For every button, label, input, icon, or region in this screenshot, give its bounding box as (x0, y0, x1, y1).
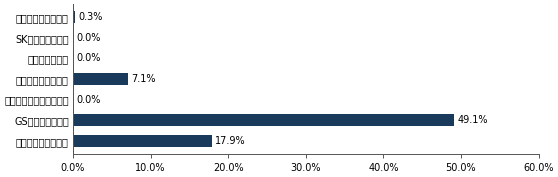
Bar (73, 135, 212, 147)
Text: 0.0%: 0.0% (76, 53, 100, 63)
Text: 49.1%: 49.1% (457, 115, 488, 125)
Bar (73, 11, 75, 23)
Bar (73, 114, 454, 126)
Text: 0.0%: 0.0% (76, 95, 100, 105)
Text: 17.9%: 17.9% (215, 136, 246, 146)
Bar (73, 73, 128, 85)
Text: 0.0%: 0.0% (76, 33, 100, 43)
Text: 0.3%: 0.3% (78, 12, 103, 22)
Text: 7.1%: 7.1% (131, 74, 156, 84)
